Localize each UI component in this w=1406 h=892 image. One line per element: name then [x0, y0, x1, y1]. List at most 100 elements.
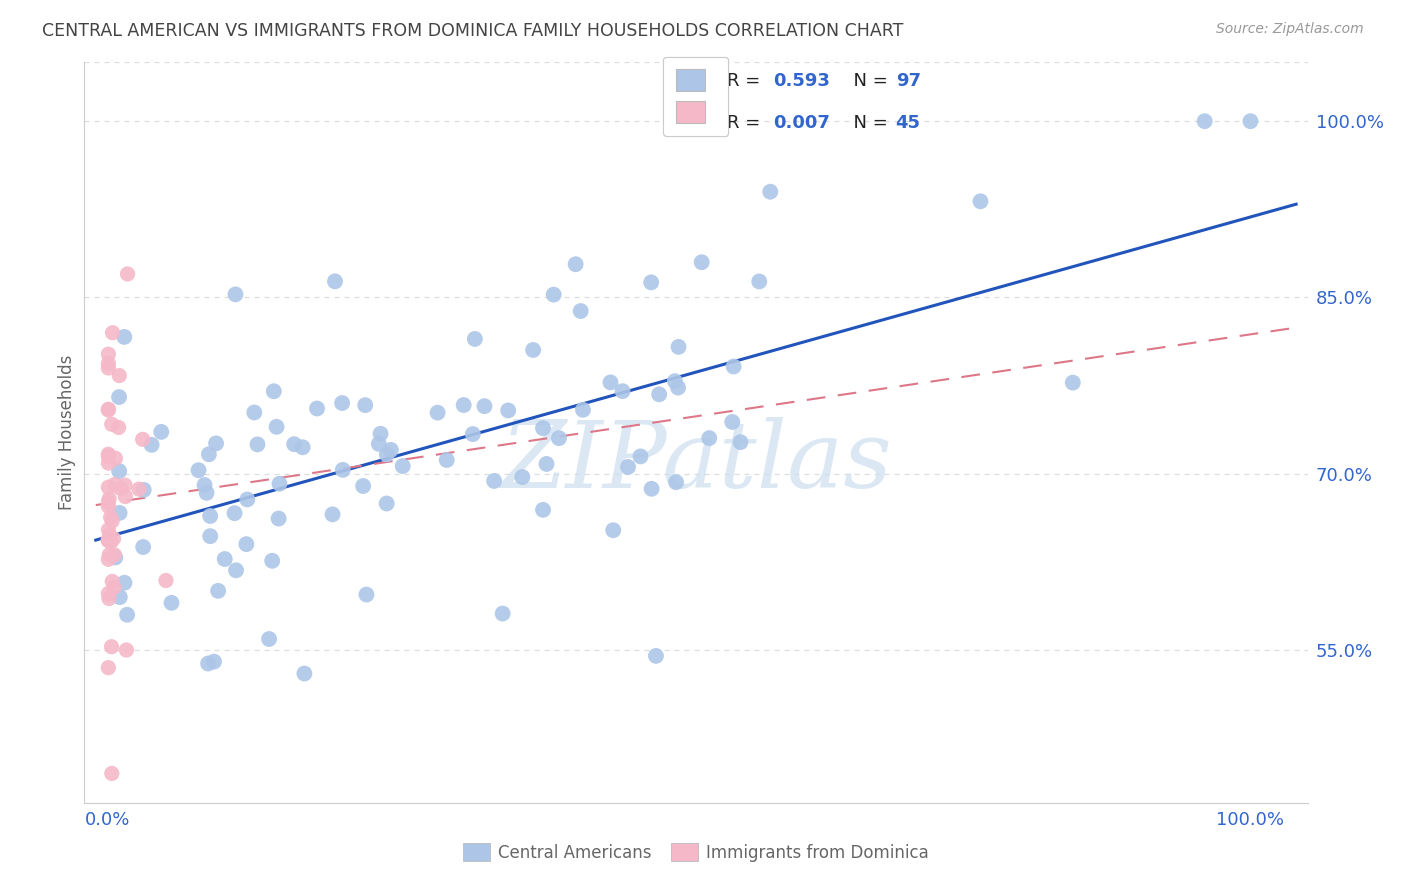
Point	[332, 463, 354, 477]
Point	[243, 405, 266, 419]
Point	[108, 590, 131, 604]
Point	[224, 506, 246, 520]
Point	[97, 447, 120, 461]
Point	[108, 506, 131, 520]
Point	[197, 657, 219, 671]
Point	[602, 523, 624, 537]
Point	[730, 435, 752, 450]
Point	[200, 529, 222, 543]
Point	[114, 490, 136, 504]
Point	[97, 533, 120, 548]
Point	[1062, 376, 1084, 390]
Point	[569, 304, 592, 318]
Point	[97, 480, 120, 494]
Point	[391, 459, 413, 474]
Point	[100, 417, 122, 432]
Point	[107, 420, 129, 434]
Point	[630, 450, 652, 464]
Point	[160, 596, 183, 610]
Point	[128, 482, 150, 496]
Point	[246, 437, 269, 451]
Point	[132, 540, 155, 554]
Point	[103, 548, 125, 562]
Point	[101, 514, 124, 528]
Point	[354, 398, 377, 412]
Point	[356, 588, 378, 602]
Point	[665, 475, 688, 490]
Point	[283, 437, 305, 451]
Point	[193, 478, 215, 492]
Point	[97, 357, 120, 371]
Point	[531, 421, 554, 435]
Point	[97, 591, 120, 606]
Point	[648, 387, 671, 401]
Point	[236, 492, 259, 507]
Point	[97, 500, 120, 514]
Point	[474, 399, 496, 413]
Point	[141, 438, 163, 452]
Point	[97, 660, 120, 674]
Point	[266, 419, 288, 434]
Point	[114, 478, 136, 492]
Point	[269, 476, 291, 491]
Point	[548, 431, 571, 445]
Point	[461, 427, 484, 442]
Point	[110, 482, 132, 496]
Point	[759, 185, 782, 199]
Point	[666, 380, 689, 394]
Point	[117, 267, 139, 281]
Point	[496, 403, 519, 417]
Point	[426, 406, 449, 420]
Point	[132, 483, 155, 497]
Text: R =: R =	[727, 114, 766, 132]
Point	[352, 479, 374, 493]
Point	[187, 463, 209, 477]
Point	[98, 491, 121, 506]
Point	[198, 447, 221, 461]
Point	[205, 436, 228, 450]
Point	[491, 607, 513, 621]
Text: N =: N =	[842, 72, 893, 90]
Point	[195, 485, 218, 500]
Point	[97, 552, 120, 566]
Point	[97, 347, 120, 361]
Text: R =: R =	[727, 72, 766, 90]
Point	[112, 330, 135, 344]
Point	[198, 508, 221, 523]
Point	[543, 287, 565, 301]
Point	[305, 401, 328, 416]
Point	[97, 586, 120, 600]
Point	[690, 255, 713, 269]
Point	[322, 508, 344, 522]
Point	[97, 449, 120, 463]
Point	[224, 287, 246, 301]
Point	[97, 361, 120, 376]
Point	[155, 574, 177, 588]
Point	[1239, 114, 1261, 128]
Point	[225, 563, 247, 577]
Point	[263, 384, 285, 399]
Point	[599, 376, 621, 390]
Point	[101, 326, 124, 340]
Point	[103, 581, 125, 595]
Point	[207, 583, 229, 598]
Point	[664, 374, 686, 388]
Point	[453, 398, 475, 412]
Text: 97: 97	[896, 72, 921, 90]
Text: 0.593: 0.593	[773, 72, 830, 90]
Point	[103, 532, 125, 546]
Point	[214, 552, 236, 566]
Point	[375, 496, 398, 510]
Point	[645, 648, 668, 663]
Point	[100, 640, 122, 654]
Point	[367, 437, 389, 451]
Point	[380, 442, 402, 457]
Point	[100, 510, 122, 524]
Point	[330, 396, 353, 410]
Point	[748, 275, 770, 289]
Point	[115, 643, 138, 657]
Point	[640, 276, 662, 290]
Point	[98, 528, 121, 542]
Point	[97, 523, 120, 537]
Point	[97, 533, 120, 547]
